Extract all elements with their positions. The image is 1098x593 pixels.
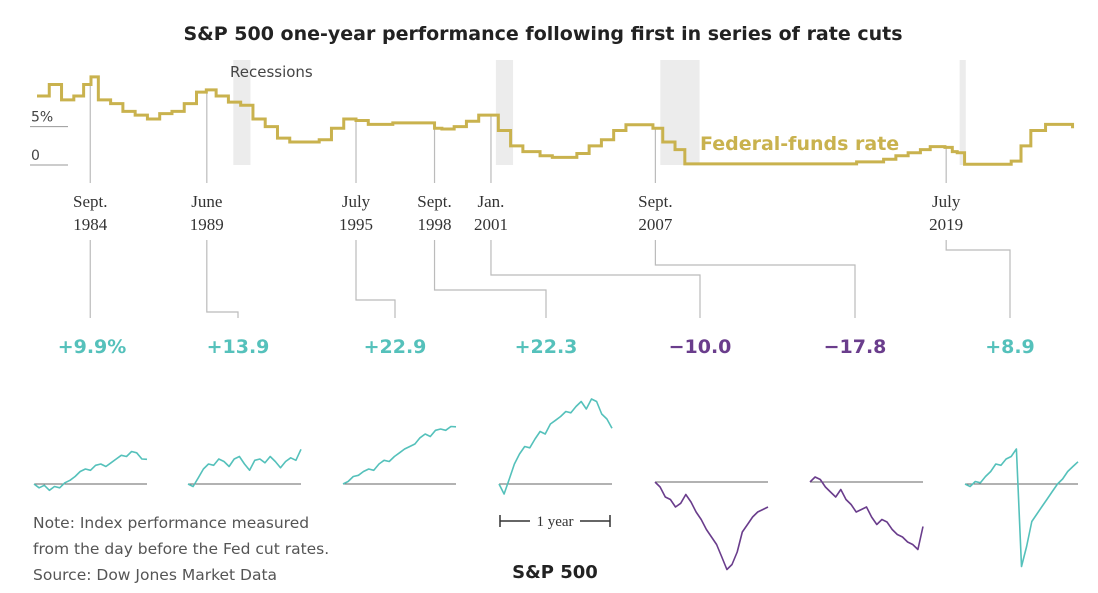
recession-band-1 <box>495 60 514 165</box>
cut-year-1: 1989 <box>190 215 224 234</box>
federal-funds-rate-label: Federal-funds rate <box>700 133 899 155</box>
source-line: Source: Dow Jones Market Data <box>33 566 277 584</box>
recession-band-2 <box>660 60 700 165</box>
cut-month-4: Jan. <box>478 192 505 211</box>
connector-3 <box>433 240 547 318</box>
recessions-label: Recessions <box>230 63 313 81</box>
cut-year-2: 1995 <box>339 215 373 234</box>
cut-year-0: 1984 <box>73 215 108 234</box>
cut-year-6: 2019 <box>929 215 963 234</box>
connector-5 <box>654 240 856 318</box>
one-year-label: 1 year <box>536 514 573 530</box>
connector-2 <box>355 240 396 318</box>
mini-series-line-1 <box>187 448 302 488</box>
connector-lines <box>89 84 1011 318</box>
performance-label-6: +8.9 <box>985 336 1035 358</box>
mini-chart-0 <box>33 450 148 492</box>
performance-label-4: −10.0 <box>669 336 732 358</box>
performance-label-0: +9.9% <box>58 336 127 358</box>
sp500-mini-charts <box>33 398 1079 571</box>
recession-band-0 <box>233 60 251 165</box>
mini-series-line-5 <box>809 476 924 551</box>
cut-month-5: Sept. <box>638 192 672 211</box>
cut-year-5: 2007 <box>638 215 673 234</box>
cut-date-labels: Sept. 1984 June 1989 July 1995 Sept. 1998 Jan. 20… <box>73 192 963 234</box>
mini-series-line-0 <box>33 450 148 492</box>
performance-labels: +9.9% +13.9 +22.9 +22.3 −10.0 −17.8 +8.9 <box>58 336 1035 358</box>
cut-month-3: Sept. <box>417 192 451 211</box>
y-tick-label-1: 0 <box>31 148 40 164</box>
mini-chart-1 <box>187 448 302 488</box>
cut-year-4: 2001 <box>474 215 508 234</box>
mini-series-line-4 <box>654 481 769 571</box>
mini-series-line-2 <box>342 425 457 485</box>
performance-label-2: +22.9 <box>364 336 427 358</box>
federal-funds-rate-line <box>37 75 1075 166</box>
y-tick-label-0: 5% <box>31 110 53 126</box>
performance-label-5: −17.8 <box>824 336 887 358</box>
y-axis: 5% 0 <box>30 110 68 166</box>
performance-label-3: +22.3 <box>515 336 578 358</box>
note-line-2: from the day before the Fed cut rates. <box>33 540 329 558</box>
connector-1 <box>206 240 239 318</box>
connector-4 <box>490 240 701 318</box>
chart-title: S&P 500 one-year performance following f… <box>183 23 902 45</box>
one-year-scale: 1 year <box>499 514 611 530</box>
connector-6 <box>945 240 1011 318</box>
mini-series-line-6 <box>964 448 1079 568</box>
mini-chart-4 <box>654 481 769 571</box>
mini-chart-5 <box>809 476 924 551</box>
cut-month-1: June <box>191 192 222 211</box>
mini-series-line-3 <box>498 398 613 495</box>
cut-month-2: July <box>342 192 371 211</box>
sp500-label: S&P 500 <box>512 562 598 583</box>
cut-month-6: July <box>932 192 961 211</box>
recession-bands <box>233 60 966 165</box>
recession-band-3 <box>959 60 966 165</box>
mini-chart-6 <box>964 448 1079 568</box>
note-line-1: Note: Index performance measured <box>33 514 309 532</box>
mini-chart-2 <box>342 425 457 485</box>
cut-month-0: Sept. <box>73 192 107 211</box>
mini-chart-3 <box>498 398 613 495</box>
performance-label-1: +13.9 <box>207 336 270 358</box>
cut-year-3: 1998 <box>418 215 452 234</box>
